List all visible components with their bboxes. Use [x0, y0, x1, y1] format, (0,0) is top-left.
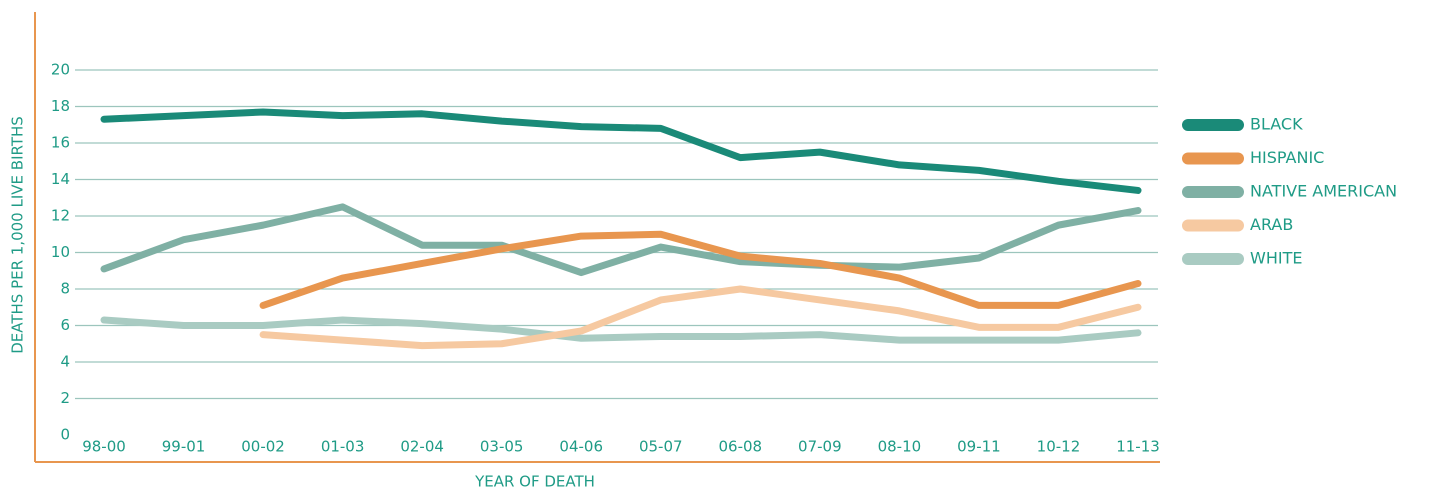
legend-label: HISPANIC — [1250, 148, 1324, 167]
y-tick-label: 2 — [60, 389, 70, 407]
y-tick-label: 4 — [60, 353, 70, 371]
legend-label: NATIVE AMERICAN — [1250, 182, 1397, 201]
y-tick-label: 14 — [51, 170, 70, 188]
x-tick-label: 11-13 — [1116, 438, 1160, 456]
series-line — [100, 316, 1142, 344]
series-line — [259, 230, 1142, 309]
y-axis-label: DEATHS PER 1,000 LIVE BIRTHS — [9, 116, 27, 354]
legend-label: BLACK — [1250, 115, 1303, 134]
x-tick-label: 06-08 — [719, 438, 763, 456]
legend-label: WHITE — [1250, 249, 1302, 268]
x-tick-label: 00-02 — [241, 438, 285, 456]
x-tick-label: 03-05 — [480, 438, 524, 456]
x-tick-label: 01-03 — [321, 438, 365, 456]
y-tick-label: 16 — [51, 134, 70, 152]
y-tick-label: 10 — [51, 243, 70, 261]
x-tick-label: 10-12 — [1037, 438, 1081, 456]
y-tick-label: 20 — [51, 61, 70, 79]
y-tick-label: 18 — [51, 97, 70, 115]
x-tick-label: 05-07 — [639, 438, 683, 456]
y-tick-label: 6 — [60, 316, 70, 334]
x-axis-label: YEAR OF DEATH — [474, 473, 595, 491]
x-tick-label: 98-00 — [82, 438, 126, 456]
x-tick-label: 04-06 — [559, 438, 603, 456]
y-tick-label: 12 — [51, 207, 70, 225]
x-tick-label: 09-11 — [957, 438, 1001, 456]
x-tick-label: 08-10 — [878, 438, 922, 456]
series-line — [100, 203, 1142, 277]
x-tick-label: 99-01 — [162, 438, 206, 456]
y-tick-label: 8 — [60, 280, 70, 298]
series-line — [100, 108, 1142, 194]
series-line — [259, 285, 1142, 350]
x-tick-label: 02-04 — [400, 438, 444, 456]
y-tick-label: 0 — [60, 426, 70, 444]
x-tick-label: 07-09 — [798, 438, 842, 456]
legend-label: ARAB — [1250, 215, 1293, 234]
